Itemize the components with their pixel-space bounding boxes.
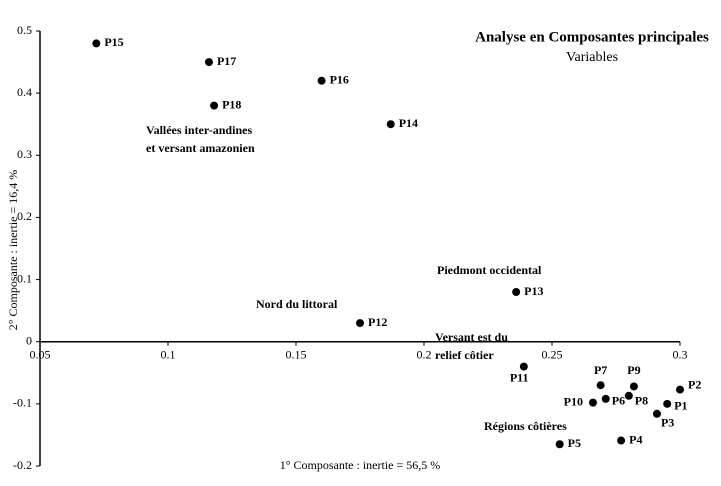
point (596, 381, 605, 390)
y-tick-label: 0.5 (17, 23, 32, 37)
point (588, 398, 597, 407)
point-label: P18 (222, 97, 241, 111)
chart-subtitle: Variables (566, 50, 618, 65)
point (92, 39, 101, 48)
annotation: Versant est du (435, 330, 508, 344)
y-tick-label: 0.3 (17, 147, 32, 161)
point-label: P8 (635, 394, 648, 408)
point (676, 385, 684, 394)
point (519, 362, 528, 371)
annotation: Nord du littoral (256, 297, 338, 311)
point-label: P12 (368, 315, 387, 329)
point (624, 391, 633, 400)
x-tick-label: 0.1 (161, 347, 176, 361)
y-tick-label: 0.4 (17, 85, 32, 99)
point-label: P5 (568, 436, 581, 450)
annotation: et versant amazonien (146, 141, 255, 155)
point-label: P15 (104, 35, 123, 49)
point-label: P17 (217, 54, 236, 68)
point-label: P2 (688, 377, 701, 391)
point (512, 288, 521, 296)
point-label: P4 (629, 432, 642, 446)
point (652, 409, 661, 418)
point (356, 319, 364, 328)
point (317, 76, 326, 85)
x-tick-label: 0.3 (673, 347, 688, 361)
annotation: Piedmont occidental (437, 263, 542, 277)
point (210, 101, 219, 110)
x-tick-label: 0.2 (417, 347, 432, 361)
point (663, 399, 672, 408)
y-tick-label: -0.2 (13, 458, 32, 472)
y-tick-label: -0.1 (13, 396, 32, 410)
point-label: P11 (510, 370, 529, 384)
point (386, 120, 395, 129)
annotation: Régions côtières (484, 419, 567, 433)
point-label: P1 (674, 399, 687, 413)
annotation: relief côtier (435, 348, 494, 362)
x-axis-label: 1° Composante : inertie = 56,5 % (280, 458, 441, 472)
point-label: P13 (524, 284, 543, 298)
point-label: P3 (661, 416, 674, 430)
point-label: P16 (330, 72, 349, 86)
y-tick-label: 0.2 (17, 209, 32, 223)
y-axis-label: 2° Composante : inertie = 16,4 % (6, 170, 20, 331)
point-label: P14 (399, 116, 418, 130)
annotation: Vallées inter-andines (146, 123, 252, 137)
x-tick-label: 0.25 (542, 347, 563, 361)
point-label: P7 (594, 363, 607, 377)
point (204, 58, 213, 67)
point-label: P6 (612, 394, 625, 408)
y-tick-label: 0.1 (17, 271, 32, 285)
x-tick-label: 0.05 (30, 347, 51, 361)
point (629, 382, 638, 391)
point (617, 436, 626, 445)
point-label: P10 (564, 394, 583, 408)
chart-title: Analyse en Composantes principales (475, 29, 709, 45)
point-label: P9 (627, 363, 640, 377)
x-tick-label: 0.15 (286, 347, 307, 361)
y-tick-label: 0 (26, 333, 32, 347)
point (555, 440, 564, 449)
point (601, 394, 610, 403)
